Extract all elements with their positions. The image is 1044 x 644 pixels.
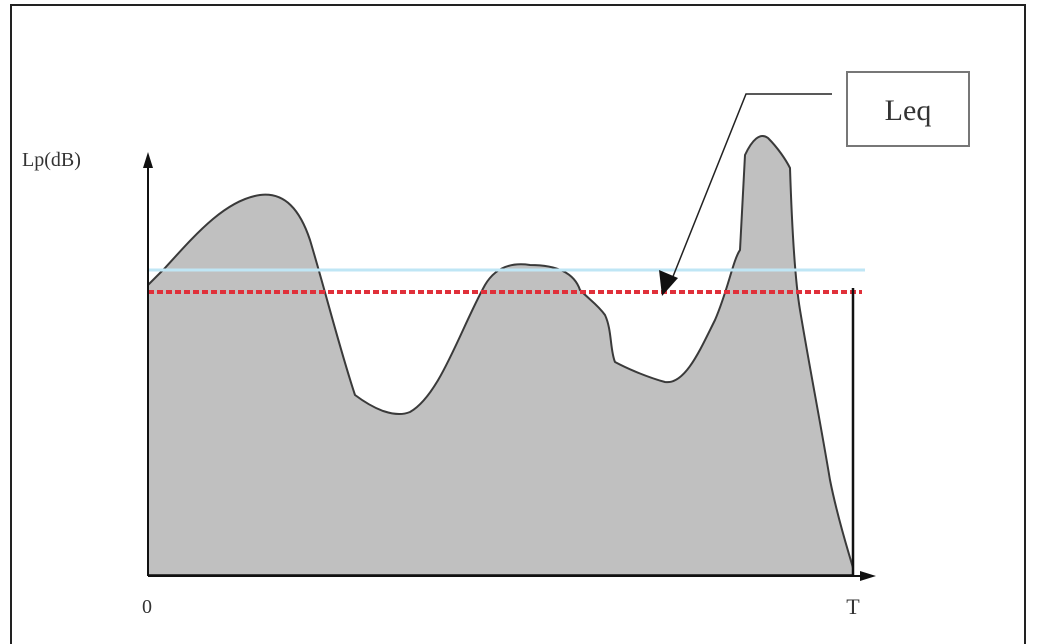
callout-label: Leq <box>885 94 932 127</box>
callout-arrowhead <box>659 270 678 296</box>
y-axis-label: Lp(dB) <box>22 149 81 171</box>
callout-box <box>846 71 970 147</box>
x-end-label: T <box>846 594 860 619</box>
x-origin-label: 0 <box>142 596 152 618</box>
y-axis-arrow <box>143 152 153 168</box>
diagram-frame <box>10 4 1026 644</box>
sound-level-area <box>147 135 854 576</box>
callout-pointer <box>669 93 832 285</box>
x-axis-arrow <box>860 571 876 581</box>
